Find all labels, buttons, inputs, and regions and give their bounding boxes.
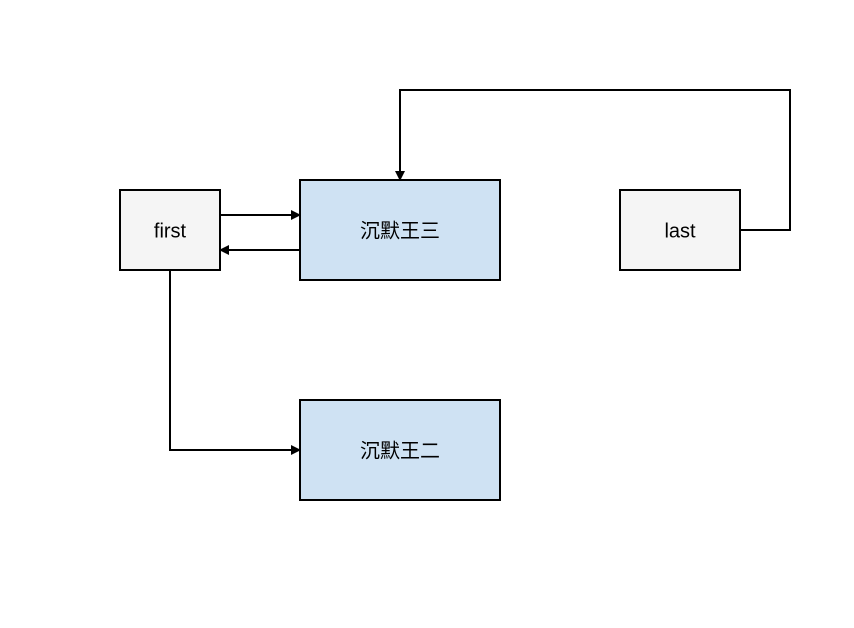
node-san-label: 沉默王三	[360, 219, 440, 242]
node-er: 沉默王二	[300, 400, 500, 500]
node-last: last	[620, 190, 740, 270]
node-er-label: 沉默王二	[360, 439, 440, 462]
node-san: 沉默王三	[300, 180, 500, 280]
node-first: first	[120, 190, 220, 270]
flowchart-diagram: first 沉默王三 last 沉默王二	[0, 0, 854, 628]
edge-first-to-er	[170, 270, 300, 450]
node-last-label: last	[664, 220, 696, 242]
node-first-label: first	[154, 220, 187, 242]
